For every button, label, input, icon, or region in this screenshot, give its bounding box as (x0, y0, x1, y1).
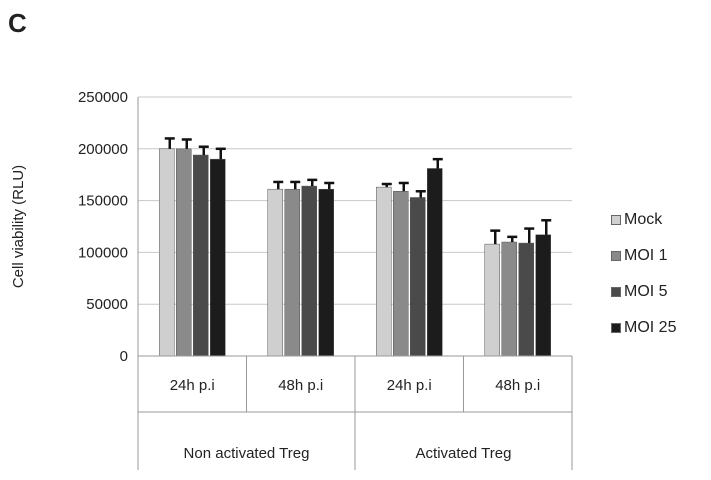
legend-label: MOI 25 (624, 319, 677, 336)
legend-swatch (611, 251, 621, 261)
legend: Mock MOI 1 MOI 5 MOI 25 (611, 211, 677, 356)
labels: 0 50000 100000 150000 200000 250000 Cell viabi… (10, 89, 540, 462)
y-axis-label: Cell viability (RLU) (10, 165, 27, 288)
bar (210, 158, 226, 357)
axes (137, 97, 573, 470)
bar (410, 197, 426, 357)
bar (284, 188, 300, 357)
legend-label: Mock (624, 211, 663, 228)
legend-item: MOI 5 (611, 283, 676, 300)
panel-letter: C (8, 8, 27, 38)
bar (267, 188, 283, 357)
y-tick-label: 50000 (86, 296, 128, 313)
legend-label: MOI 5 (624, 283, 668, 300)
x-tick-label: 24h p.i (170, 377, 215, 394)
y-tick-label: 250000 (78, 89, 128, 106)
y-tick-label: 200000 (78, 141, 128, 158)
bar (376, 186, 392, 357)
bars (159, 137, 552, 357)
bar (501, 241, 517, 357)
bar (427, 168, 443, 357)
y-tick-label: 0 (120, 348, 128, 365)
bar (518, 242, 534, 357)
x-tick-label: 48h p.i (495, 377, 540, 394)
legend-item: MOI 25 (611, 319, 677, 336)
x-tick-label: 48h p.i (278, 377, 323, 394)
bar (159, 148, 175, 357)
bar (176, 148, 192, 357)
group-label: Non activated Treg (184, 445, 310, 462)
bar (393, 191, 409, 357)
bar (193, 154, 209, 357)
legend-item: MOI 1 (611, 247, 676, 264)
legend-item: Mock (611, 211, 676, 228)
bar (318, 188, 334, 357)
legend-label: MOI 1 (624, 247, 668, 264)
x-tick-label: 24h p.i (387, 377, 432, 394)
group-label: Activated Treg (416, 445, 512, 462)
legend-swatch (611, 323, 621, 333)
y-tick-label: 150000 (78, 193, 128, 210)
legend-swatch (611, 215, 621, 225)
bar (301, 185, 317, 357)
bar (535, 234, 551, 357)
legend-swatch (611, 287, 621, 297)
y-tick-label: 100000 (78, 244, 128, 261)
bar (484, 243, 500, 357)
